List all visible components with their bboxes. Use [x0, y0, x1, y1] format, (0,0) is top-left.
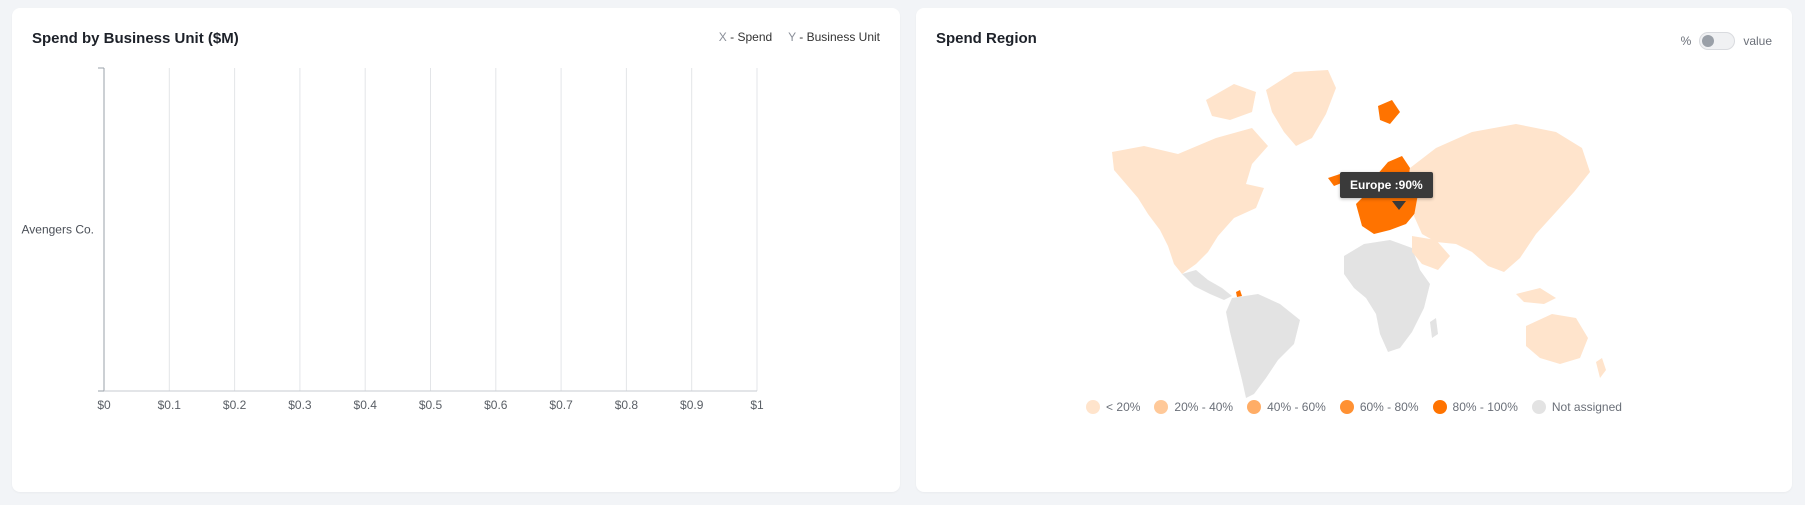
legend-label: 80% - 100%	[1452, 400, 1518, 414]
region-tooltip: Europe :90%	[1340, 172, 1433, 198]
map-legend: < 20% 20% - 40% 40% - 60% 60% - 80% 80% - 10…	[916, 400, 1792, 414]
legend-item[interactable]: 60% - 80%	[1339, 400, 1419, 414]
legend-label: Not assigned	[1551, 400, 1622, 414]
legend-swatch	[1432, 400, 1447, 414]
region-caribbean-spot[interactable]	[1236, 290, 1242, 297]
region-madagascar[interactable]	[1430, 318, 1438, 338]
legend-swatch	[1154, 400, 1169, 414]
axis-legend: X - Spend Y - Business Unit	[719, 30, 880, 44]
region-arctic-islands[interactable]	[1206, 84, 1256, 120]
bar-chart: $0 $0.1 $0.2 $0.3 $0.4 $0.5 $0.6 $0.7 $0.8 $0.9 $1…	[22, 67, 764, 412]
spend-region-card: Spend Region % value	[916, 8, 1792, 492]
y-axis-legend: Y - Business Unit	[788, 30, 880, 44]
x-tick-label: $0.8	[615, 398, 639, 412]
legend-swatch	[1531, 400, 1546, 414]
region-se-asia-islands[interactable]	[1516, 288, 1556, 304]
region-north-america[interactable]	[1112, 128, 1268, 274]
percent-value-toggle[interactable]	[1699, 32, 1736, 50]
legend-label: 40% - 60%	[1267, 400, 1326, 414]
x-tick-label: $0.3	[288, 398, 312, 412]
x-tick-label: $0.6	[484, 398, 508, 412]
x-tick-label: $0.7	[549, 398, 573, 412]
region-africa[interactable]	[1344, 240, 1430, 352]
spend-by-business-unit-card: Spend by Business Unit ($M) X - Spend Y …	[12, 8, 900, 492]
category-label: Avengers Co.	[22, 223, 95, 237]
region-svalbard[interactable]	[1378, 100, 1400, 124]
legend-item[interactable]: 40% - 60%	[1247, 400, 1326, 414]
legend-label: < 20%	[1106, 400, 1141, 414]
region-new-zealand[interactable]	[1596, 358, 1606, 378]
percent-value-toggle-group: % value	[1681, 32, 1772, 50]
tooltip-pointer	[1392, 201, 1406, 210]
legend-item[interactable]: < 20%	[1086, 400, 1140, 414]
legend-label: 60% - 80%	[1359, 400, 1419, 414]
legend-item[interactable]: 20% - 40%	[1154, 400, 1233, 414]
toggle-knob	[1702, 35, 1715, 47]
toggle-percent-label: %	[1680, 34, 1692, 48]
x-tick-label: $0.2	[223, 398, 247, 412]
region-central-america[interactable]	[1182, 270, 1232, 300]
region-south-america[interactable]	[1226, 294, 1300, 398]
legend-item[interactable]: Not assigned	[1531, 400, 1622, 414]
region-greenland[interactable]	[1266, 70, 1336, 146]
region-middle-east[interactable]	[1412, 236, 1450, 270]
legend-swatch	[1247, 400, 1262, 414]
legend-swatch	[1086, 400, 1101, 414]
x-tick-label: $0	[97, 398, 111, 412]
legend-swatch	[1339, 400, 1354, 414]
x-tick-label: $0.1	[158, 398, 182, 412]
x-axis-legend: X - Spend	[718, 30, 773, 44]
map-title: Spend Region	[936, 30, 1037, 47]
x-tick-label: $0.4	[354, 398, 378, 412]
x-tick-label: $1	[750, 398, 764, 412]
region-australia[interactable]	[1526, 314, 1588, 364]
chart-title: Spend by Business Unit ($M)	[32, 30, 239, 47]
x-tick-label: $0.9	[680, 398, 704, 412]
legend-item[interactable]: 80% - 100%	[1432, 400, 1518, 414]
legend-label: 20% - 40%	[1174, 400, 1234, 414]
world-map	[1112, 70, 1606, 398]
region-asia[interactable]	[1408, 124, 1590, 272]
toggle-value-label: value	[1743, 34, 1772, 48]
x-tick-label: $0.5	[419, 398, 443, 412]
